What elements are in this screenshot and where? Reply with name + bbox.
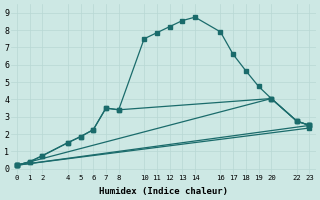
X-axis label: Humidex (Indice chaleur): Humidex (Indice chaleur) [99,187,228,196]
